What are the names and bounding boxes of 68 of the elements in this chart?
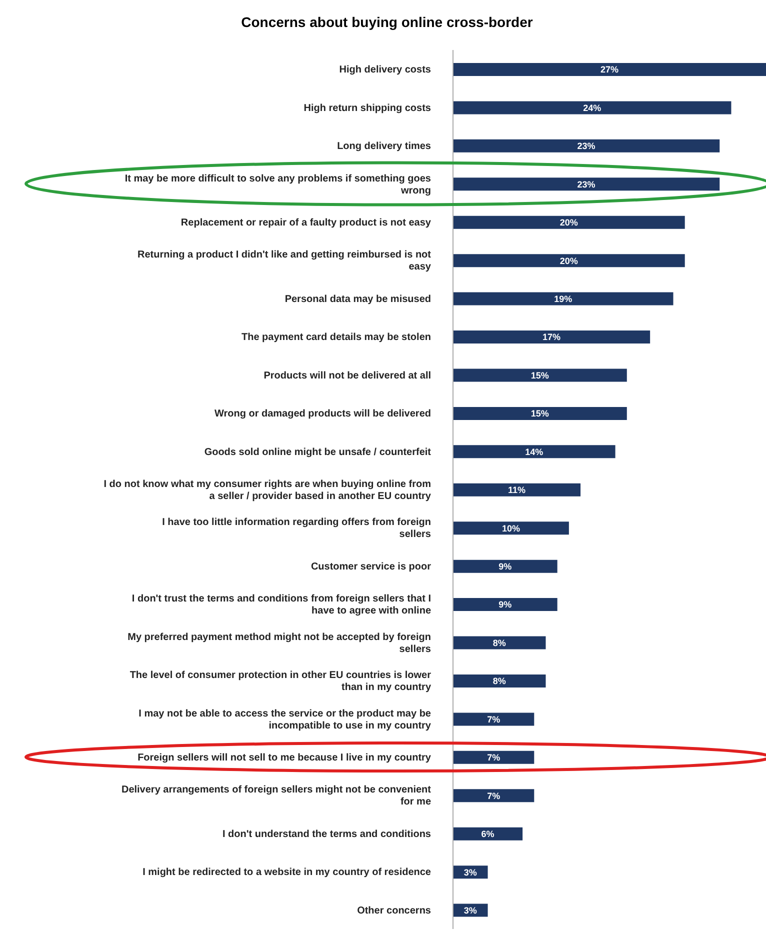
- data-label: 9%: [498, 562, 512, 572]
- bar: [453, 560, 558, 573]
- bar: [453, 63, 766, 76]
- data-label: 7%: [487, 714, 500, 724]
- data-label: 17%: [542, 332, 561, 342]
- y-tick-label: The payment card details may be stolen: [241, 332, 431, 344]
- y-tick-label: Wrong or damaged products will be delivered: [214, 408, 431, 420]
- y-tick-label: High delivery costs: [339, 64, 432, 76]
- data-label: 11%: [508, 485, 526, 496]
- y-tick-label: Customer service is poor: [310, 561, 432, 572]
- y-tick-label: I might be redirected to a website in my country of residence: [142, 867, 432, 878]
- bar: [453, 789, 534, 802]
- data-label: 15%: [530, 408, 549, 419]
- bar: [453, 522, 569, 535]
- data-label: 7%: [487, 752, 500, 763]
- data-label: 20%: [560, 218, 578, 228]
- data-label: 23%: [577, 141, 596, 152]
- y-tick-label: My preferred payment method might not be accepted by foreign sellers: [128, 632, 432, 655]
- bar: [453, 178, 720, 191]
- bar: [453, 101, 732, 114]
- bar: [453, 139, 720, 152]
- data-label: 6%: [481, 829, 494, 840]
- bar: [453, 216, 685, 229]
- data-label: 19%: [554, 294, 572, 304]
- data-label: 3%: [464, 867, 477, 878]
- y-tick-label: Replacement or repair of a faulty product is not easy: [180, 217, 432, 228]
- bar: [453, 674, 546, 688]
- data-label: 10%: [502, 523, 520, 534]
- data-label: 8%: [492, 638, 506, 648]
- y-tick-label: I have too little information regarding offers from foreign sellers: [162, 517, 432, 540]
- y-tick-label: Delivery arrangements of foreign sellers might not be convenient for me: [121, 784, 432, 808]
- y-tick-label: The level of consumer protection in other EU countries is lower than in my country: [130, 670, 432, 694]
- y-tick-label: I may not be able to access the service or the product may be incompatible to use in my country: [138, 708, 432, 732]
- data-label: 7%: [487, 790, 500, 801]
- y-tick-label: I do not know what my consumer rights are when buying online from a seller / provider based in another EU country: [104, 479, 432, 502]
- data-label: 24%: [583, 102, 602, 113]
- data-label: 23%: [577, 179, 596, 190]
- bar: [453, 750, 534, 764]
- bar: [453, 712, 534, 726]
- data-label: 20%: [560, 256, 578, 266]
- y-tick-label: High return shipping costs: [304, 102, 432, 114]
- y-tick-label: I don't understand the terms and conditions: [222, 828, 432, 840]
- y-tick-label: Long delivery times: [337, 141, 432, 152]
- data-label: 9%: [498, 600, 512, 610]
- y-tick-label: I don't trust the terms and conditions from foreign sellers that I have to agree with online: [132, 594, 432, 617]
- bar: [453, 330, 650, 344]
- data-label: 27%: [600, 64, 619, 75]
- bar: [453, 598, 558, 612]
- y-tick-label: Personal data may be misused: [284, 294, 431, 305]
- bar: [453, 292, 674, 306]
- bar: [453, 368, 627, 382]
- bar: [453, 445, 616, 458]
- bar: [453, 827, 523, 840]
- bar: [453, 483, 581, 496]
- data-label: 8%: [492, 676, 506, 686]
- data-label: 3%: [464, 905, 477, 916]
- y-tick-label: Foreign sellers will not sell to me because I live in my country: [138, 752, 432, 764]
- bar: [453, 406, 627, 420]
- y-tick-label: Other concerns: [357, 905, 432, 916]
- chart-title: Concerns about buying online cross-border: [240, 14, 534, 30]
- y-tick-label: Returning a product I didn't like and getting reimbursed is not easy: [137, 250, 432, 273]
- bar: [453, 254, 685, 268]
- y-tick-label: Goods sold online might be unsafe / counterfeit: [204, 446, 432, 458]
- data-label: 14%: [525, 446, 544, 457]
- y-tick-label: Products will not be delivered at all: [264, 370, 432, 382]
- y-tick-label: It may be more difficult to solve any problems if something goes wrong: [124, 173, 432, 196]
- bar: [453, 636, 546, 650]
- data-label: 15%: [530, 370, 549, 380]
